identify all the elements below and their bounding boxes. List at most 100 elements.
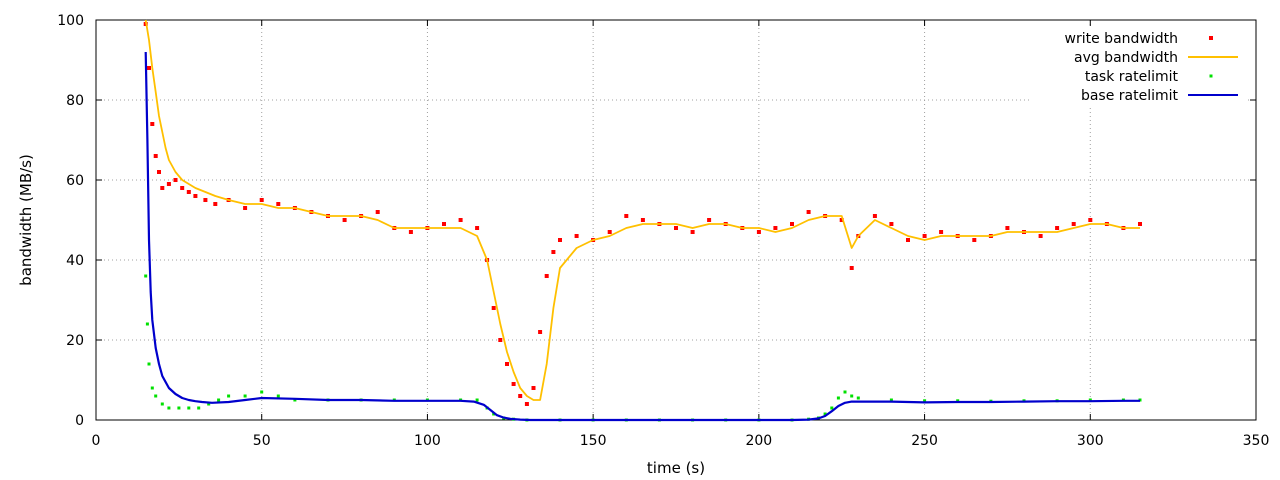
write-bandwidth-point	[193, 194, 198, 198]
write-bandwidth-point	[166, 182, 171, 186]
write-bandwidth-point	[1038, 234, 1043, 238]
write-bandwidth-point	[906, 238, 910, 242]
y-axis-label: bandwidth (MB/s)	[17, 154, 35, 286]
write-bandwidth-point	[544, 274, 549, 278]
base-ratelimit-line	[144, 51, 1140, 422]
write-bandwidth-point	[674, 226, 678, 230]
write-bandwidth-point	[939, 230, 944, 234]
avg-bandwidth-series	[144, 19, 1140, 401]
write-bandwidth-point	[153, 154, 158, 158]
y-tick-label: 80	[66, 93, 84, 109]
task-ratelimit-point	[147, 362, 151, 366]
task-ratelimit-point	[160, 402, 164, 406]
y-tick-label: 100	[57, 13, 84, 29]
task-ratelimit-point	[243, 394, 247, 398]
write-bandwidth-point	[922, 234, 927, 238]
task-ratelimit-point	[207, 402, 211, 406]
y-axis: 0 20 40 60 80 100	[57, 13, 1256, 429]
write-bandwidth-point	[243, 206, 248, 210]
task-ratelimit-point	[276, 394, 280, 398]
write-bandwidth-point	[889, 222, 894, 226]
x-tick-label: 50	[253, 433, 271, 449]
task-ratelimit-point	[850, 394, 854, 398]
write-bandwidth-point	[972, 238, 977, 242]
write-bandwidth-point	[259, 198, 264, 202]
write-bandwidth-point	[375, 210, 380, 214]
x-tick-label: 150	[580, 433, 607, 449]
write-bandwidth-point	[849, 266, 854, 270]
x-tick-label: 0	[92, 433, 101, 449]
write-bandwidth-point	[872, 214, 877, 218]
write-bandwidth-point	[173, 178, 178, 182]
write-bandwidth-point	[203, 198, 208, 202]
x-tick-label: 300	[1077, 433, 1104, 449]
write-bandwidth-point	[773, 226, 778, 230]
write-bandwidth-point	[408, 230, 413, 234]
x-tick-label: 350	[1243, 433, 1270, 449]
legend-label-base-ratelimit: base ratelimit	[1081, 88, 1179, 104]
task-ratelimit-point	[956, 399, 960, 403]
x-tick-label: 250	[911, 433, 938, 449]
write-bandwidth-series	[143, 22, 1142, 406]
write-bandwidth-point	[150, 122, 155, 126]
write-bandwidth-point	[1071, 222, 1076, 226]
write-bandwidth-point	[1088, 218, 1093, 222]
legend-swatch-task-ratelimit	[1209, 74, 1213, 78]
y-tick-label: 60	[66, 173, 84, 189]
task-ratelimit-point	[1088, 398, 1092, 402]
task-ratelimit-point	[167, 406, 171, 410]
write-bandwidth-point	[442, 222, 446, 226]
y-tick-label: 0	[75, 413, 84, 429]
task-ratelimit-point	[830, 406, 834, 410]
task-ratelimit-point	[475, 398, 479, 402]
write-bandwidth-point	[524, 402, 529, 406]
write-bandwidth-point	[790, 222, 794, 226]
write-bandwidth-point	[1005, 226, 1010, 230]
avg-bandwidth-line	[144, 19, 1140, 401]
write-bandwidth-point	[180, 186, 185, 190]
task-ratelimit-point	[823, 412, 827, 416]
task-ratelimit-point	[197, 406, 201, 410]
write-bandwidth-point	[276, 202, 281, 206]
write-bandwidth-point	[475, 226, 480, 230]
write-bandwidth-point	[458, 218, 463, 222]
write-bandwidth-point	[538, 330, 543, 334]
base-ratelimit-series	[144, 51, 1140, 422]
write-bandwidth-point	[756, 230, 761, 234]
y-tick-label: 40	[66, 253, 84, 269]
write-bandwidth-point	[1138, 222, 1142, 226]
legend-label-avg-bandwidth: avg bandwidth	[1074, 50, 1178, 66]
write-bandwidth-point	[213, 202, 218, 206]
write-bandwidth-point	[839, 218, 844, 222]
write-bandwidth-point	[157, 170, 161, 174]
task-ratelimit-point	[923, 399, 927, 403]
write-bandwidth-point	[511, 382, 516, 386]
legend-swatch-write-bandwidth	[1209, 36, 1213, 40]
task-ratelimit-point	[260, 390, 264, 394]
write-bandwidth-point	[342, 218, 347, 222]
write-bandwidth-point	[707, 218, 712, 222]
write-bandwidth-point	[607, 230, 612, 234]
task-ratelimit-point	[154, 394, 158, 398]
write-bandwidth-point	[498, 338, 503, 342]
task-ratelimit-point	[177, 406, 181, 410]
task-ratelimit-point	[227, 394, 231, 398]
x-axis-label: time (s)	[647, 459, 705, 477]
task-ratelimit-point	[843, 390, 847, 394]
write-bandwidth-point	[1055, 226, 1060, 230]
write-bandwidth-point	[531, 386, 536, 390]
task-ratelimit-point	[187, 406, 191, 410]
write-bandwidth-point	[160, 186, 165, 190]
x-tick-label: 100	[414, 433, 441, 449]
task-ratelimit-point	[150, 386, 154, 390]
write-bandwidth-point	[806, 210, 811, 214]
x-tick-label: 200	[745, 433, 772, 449]
write-bandwidth-point	[147, 66, 151, 70]
task-ratelimit-point	[144, 274, 148, 278]
task-ratelimit-point	[145, 322, 149, 326]
task-ratelimit-point	[856, 396, 860, 400]
write-bandwidth-point	[640, 218, 645, 222]
write-bandwidth-point	[624, 214, 629, 218]
write-bandwidth-point	[551, 250, 556, 254]
